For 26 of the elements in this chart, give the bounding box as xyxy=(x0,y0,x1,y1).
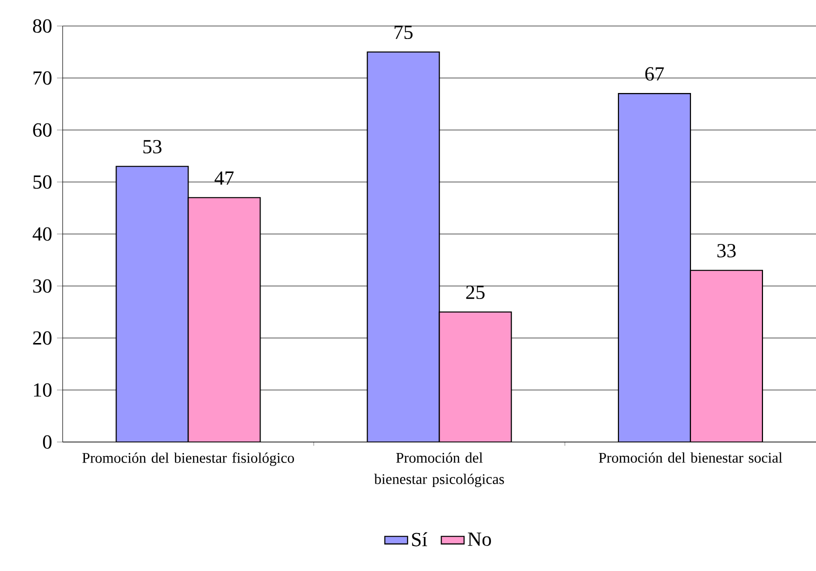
data-label: 67 xyxy=(645,67,664,81)
legend-label: Sí xyxy=(412,532,428,546)
bar xyxy=(438,311,512,442)
bar xyxy=(618,93,691,442)
x-tick-label: Promoción del bienestar social xyxy=(598,452,782,463)
y-tick-label: 30 xyxy=(33,279,52,293)
bar xyxy=(366,51,440,442)
data-label: 47 xyxy=(214,171,234,185)
data-label: 53 xyxy=(143,140,162,154)
data-label: 75 xyxy=(394,26,413,40)
y-tick-label: 20 xyxy=(33,331,52,345)
y-tick-label: 60 xyxy=(33,123,52,137)
bar xyxy=(188,197,261,442)
x-tick-label: Promoción del bienestar fisiológico xyxy=(82,452,294,466)
y-tick-label: 0 xyxy=(43,435,52,449)
data-label: 33 xyxy=(717,244,736,258)
y-tick-label: 50 xyxy=(33,175,52,189)
y-tick-label: 80 xyxy=(33,19,52,33)
y-tick-label: 10 xyxy=(34,383,52,397)
data-label: 25 xyxy=(466,286,485,300)
bar xyxy=(690,270,763,442)
x-tick-label: Promoción del bienestar psicológicas xyxy=(374,452,504,488)
y-tick-label: 70 xyxy=(34,71,52,85)
legend-label: No xyxy=(468,532,491,546)
bar xyxy=(116,166,189,442)
y-tick-label: 40 xyxy=(32,227,52,241)
